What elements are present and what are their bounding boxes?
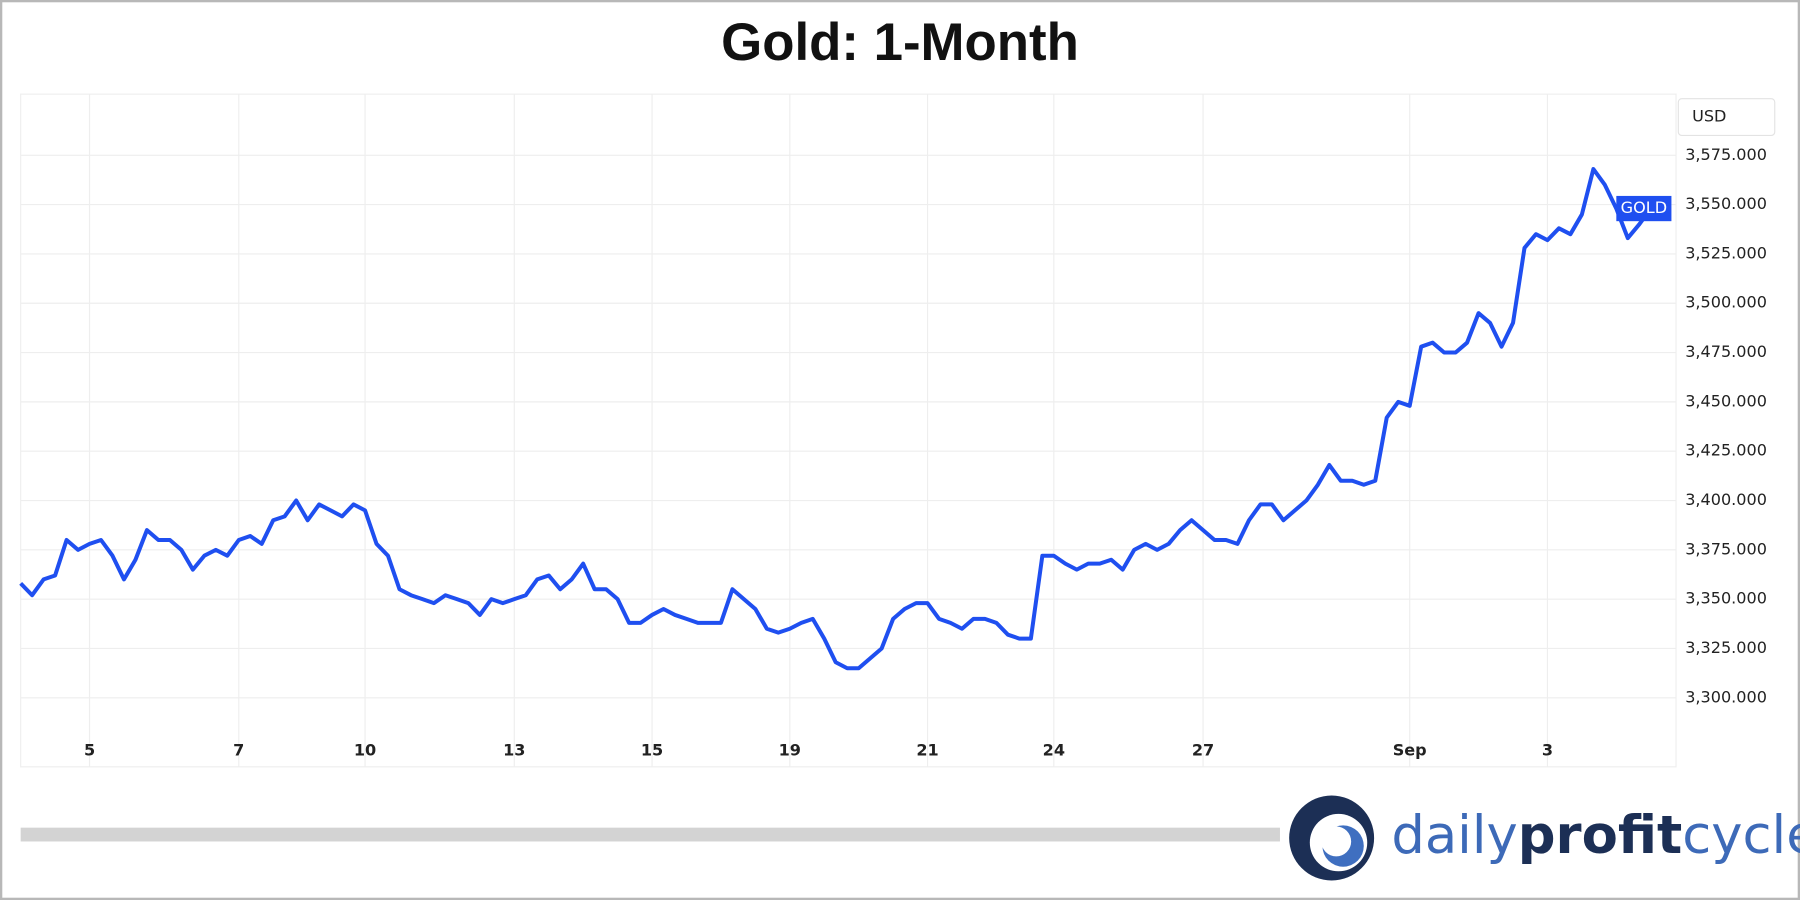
last-price-tag bbox=[1616, 195, 1672, 222]
x-tick-label: 24 bbox=[1043, 740, 1065, 759]
brand-profit: profit bbox=[1518, 805, 1682, 866]
x-tick-label: 21 bbox=[916, 740, 938, 759]
logo bbox=[1289, 795, 1375, 881]
logo-core bbox=[1321, 826, 1352, 857]
plot-area bbox=[20, 93, 1677, 768]
y-tick-label: 3,425.000 bbox=[1685, 441, 1767, 460]
y-tick-label: 3,575.000 bbox=[1685, 145, 1767, 164]
price-line bbox=[19, 167, 1653, 671]
x-tick-label: 10 bbox=[354, 740, 376, 759]
y-tick-label: 3,350.000 bbox=[1685, 589, 1767, 608]
brand: dailyprofitcycle bbox=[1391, 805, 1800, 866]
x-tick-label: Sep bbox=[1393, 740, 1427, 759]
y-tick-label: 3,525.000 bbox=[1685, 243, 1767, 262]
x-tick-label: 13 bbox=[503, 740, 525, 759]
brand-daily: daily bbox=[1391, 805, 1517, 866]
x-tick-label: 27 bbox=[1192, 740, 1214, 759]
y-tick-label: 3,400.000 bbox=[1685, 490, 1767, 509]
x-tick-label: 3 bbox=[1542, 740, 1553, 759]
y-tick-label: 3,325.000 bbox=[1685, 638, 1767, 657]
y-tick-label: 3,375.000 bbox=[1685, 539, 1767, 558]
chart-title: Gold: 1-Month bbox=[721, 13, 1079, 72]
scroll-bar bbox=[20, 827, 1280, 842]
x-tick-label: 19 bbox=[779, 740, 801, 759]
x-tick-label: 15 bbox=[641, 740, 663, 759]
y-tick-label: 3,300.000 bbox=[1685, 687, 1767, 706]
x-tick-label: 7 bbox=[233, 740, 244, 759]
y-tick-label: 3,450.000 bbox=[1685, 391, 1767, 410]
y-tick-label: 3,475.000 bbox=[1685, 342, 1767, 361]
unit-box bbox=[1677, 98, 1776, 137]
y-tick-label: 3,550.000 bbox=[1685, 194, 1767, 213]
y-tick-label: 3,500.000 bbox=[1685, 293, 1767, 312]
x-tick-label: 5 bbox=[84, 740, 95, 759]
brand-cycle: cycle bbox=[1682, 805, 1800, 866]
unit-label: USD bbox=[1692, 107, 1726, 126]
series-name: GOLD bbox=[1621, 198, 1667, 217]
